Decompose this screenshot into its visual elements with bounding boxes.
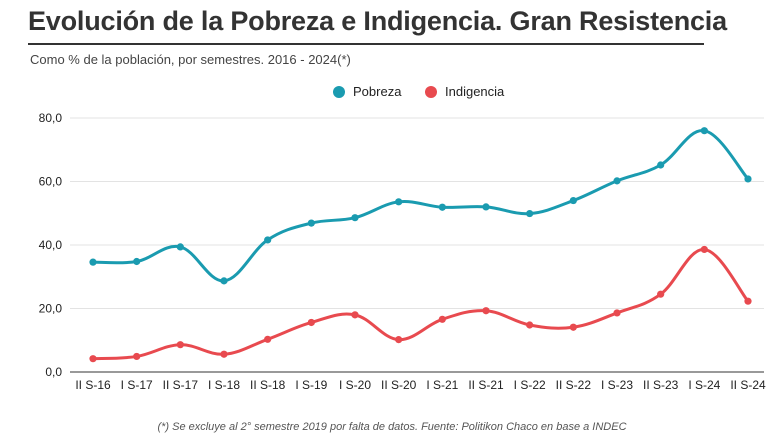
data-point-pobreza (351, 214, 359, 222)
legend-swatch-indigencia (425, 85, 437, 98)
x-tick-label: I S-24 (688, 378, 720, 392)
legend-label-indigencia: Indigencia (445, 84, 505, 99)
data-point-indigencia (176, 341, 184, 349)
data-point-indigencia (744, 297, 752, 305)
data-point-pobreza (569, 196, 577, 205)
data-point-pobreza (700, 127, 708, 135)
chart-subtitle: Como % de la población, por semestres. 2… (30, 52, 351, 67)
data-point-pobreza (438, 203, 446, 211)
data-point-indigencia (657, 290, 665, 298)
chart-title: Evolución de la Pobreza e Indigencia. Gr… (28, 6, 727, 36)
x-tick-label: I S-20 (339, 378, 371, 392)
legend-swatch-pobreza (333, 85, 345, 98)
data-point-indigencia (526, 321, 534, 329)
data-point-indigencia (351, 311, 359, 319)
x-tick-label: II S-22 (556, 378, 592, 392)
y-tick-label: 0,0 (45, 365, 62, 379)
data-point-indigencia (482, 307, 490, 315)
x-tick-label: I S-17 (121, 378, 153, 392)
data-point-pobreza (395, 198, 403, 206)
x-tick-label: II S-21 (468, 378, 504, 392)
line-chart: 0,0 20,0 40,0 60,0 80,0 II S-16 I S-17 II S-17 I… (39, 111, 766, 392)
x-tick-label: II S-17 (163, 378, 199, 392)
data-point-indigencia (613, 309, 621, 317)
x-tick-label: II S-16 (75, 378, 111, 392)
data-point-indigencia (220, 350, 228, 358)
data-point-pobreza (133, 257, 141, 266)
data-point-pobreza (264, 236, 272, 244)
data-point-pobreza (176, 243, 184, 251)
legend-item-pobreza: Pobreza (333, 84, 401, 99)
legend-item-indigencia: Indigencia (425, 84, 504, 99)
y-tick-label: 80,0 (39, 111, 63, 125)
legend: Pobreza Indigencia (0, 84, 784, 102)
x-tick-label: I S-22 (514, 378, 546, 392)
data-point-indigencia (264, 335, 272, 343)
data-point-indigencia (569, 323, 577, 331)
data-point-pobreza (482, 203, 490, 211)
data-point-pobreza (744, 175, 752, 183)
data-point-pobreza (89, 258, 97, 266)
y-tick-label: 20,0 (39, 302, 63, 316)
data-point-indigencia (395, 336, 403, 344)
x-tick-label: I S-18 (208, 378, 240, 392)
data-point-pobreza (657, 161, 665, 169)
x-tick-label: I S-23 (601, 378, 633, 392)
y-tick-label: 40,0 (39, 238, 63, 252)
series-line-pobreza (91, 129, 750, 283)
data-point-indigencia (700, 245, 708, 254)
data-point-indigencia (307, 318, 315, 327)
title-underline (28, 43, 704, 45)
x-tick-label: I S-19 (295, 378, 327, 392)
footnote: (*) Se excluye al 2° semestre 2019 por f… (157, 421, 627, 433)
x-tick-label: II S-18 (250, 378, 286, 392)
data-point-pobreza (613, 177, 621, 185)
x-tick-label: II S-24 (730, 378, 766, 392)
data-point-indigencia (438, 315, 446, 323)
data-point-pobreza (526, 209, 534, 218)
data-point-pobreza (307, 219, 315, 227)
data-point-pobreza (220, 277, 228, 285)
x-tick-label: II S-20 (381, 378, 417, 392)
series-line-indigencia (91, 247, 750, 361)
x-tick-label: II S-23 (643, 378, 679, 392)
legend-label-pobreza: Pobreza (353, 84, 402, 99)
data-point-indigencia (133, 352, 141, 361)
y-tick-label: 60,0 (39, 175, 63, 189)
x-tick-label: I S-21 (426, 378, 458, 392)
data-point-indigencia (89, 355, 97, 363)
